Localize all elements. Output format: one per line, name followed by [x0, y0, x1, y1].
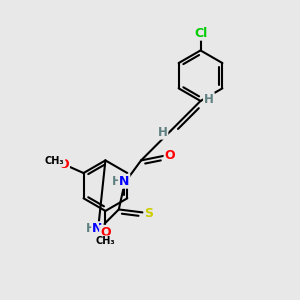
Text: O: O — [58, 158, 69, 171]
Text: N: N — [119, 175, 129, 188]
Text: N: N — [92, 222, 103, 235]
Text: CH₃: CH₃ — [96, 236, 115, 246]
Text: Cl: Cl — [194, 27, 207, 40]
Text: CH₃: CH₃ — [45, 156, 64, 166]
Text: O: O — [165, 149, 175, 162]
Text: S: S — [145, 207, 154, 220]
Text: H: H — [204, 93, 214, 106]
Text: H: H — [112, 175, 122, 188]
Text: O: O — [100, 226, 111, 239]
Text: H: H — [158, 126, 167, 139]
Text: H: H — [85, 222, 95, 235]
